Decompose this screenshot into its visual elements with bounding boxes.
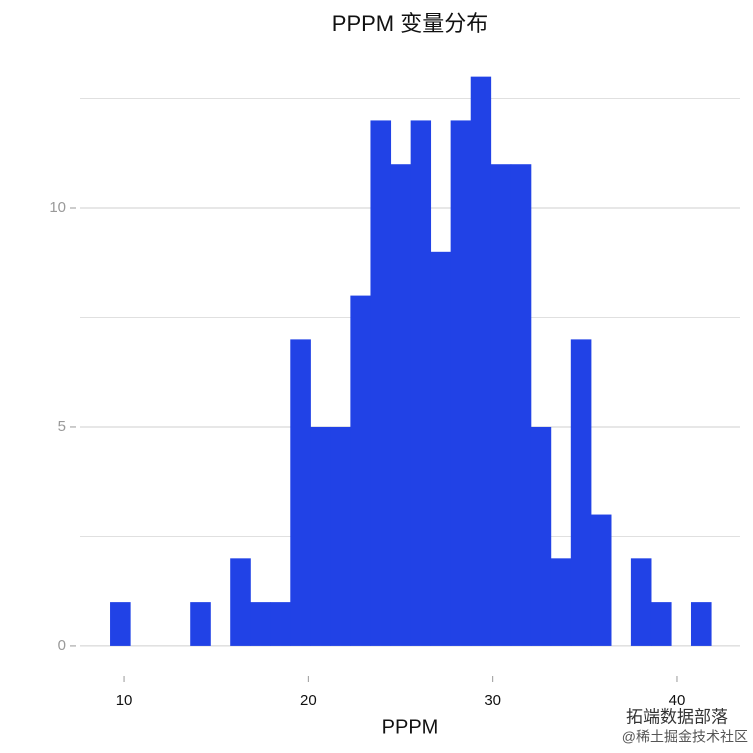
bar bbox=[650, 602, 672, 646]
watermark: 拓端数据部落 bbox=[626, 707, 728, 726]
bar bbox=[490, 164, 512, 646]
bar bbox=[690, 602, 712, 646]
x-axis-title: PPPM bbox=[382, 716, 439, 738]
watermark: @稀土掘金技术社区 bbox=[622, 729, 748, 745]
y-tick-label: 5 bbox=[58, 418, 66, 435]
y-tick-label: 10 bbox=[49, 199, 66, 216]
bar bbox=[590, 514, 612, 646]
bar bbox=[470, 76, 492, 646]
bar bbox=[230, 558, 251, 646]
bar bbox=[510, 164, 532, 646]
y-tick-label: 0 bbox=[58, 637, 66, 654]
bar bbox=[270, 602, 291, 646]
bar bbox=[550, 558, 572, 646]
bar bbox=[310, 426, 331, 646]
bar bbox=[190, 602, 211, 646]
bar bbox=[330, 426, 351, 646]
bar bbox=[450, 120, 472, 646]
bar bbox=[530, 426, 552, 646]
bar bbox=[370, 120, 392, 646]
chart-title: PPPM 变量分布 bbox=[332, 11, 488, 36]
bar bbox=[410, 120, 432, 646]
x-tick-label: 20 bbox=[300, 692, 317, 709]
bar bbox=[250, 602, 271, 646]
x-tick-label: 10 bbox=[116, 692, 133, 709]
bar bbox=[430, 251, 452, 646]
x-tick-label: 40 bbox=[669, 692, 686, 709]
bar bbox=[290, 339, 311, 646]
bar bbox=[110, 602, 131, 646]
bar bbox=[570, 339, 592, 646]
bar bbox=[350, 295, 371, 646]
bar bbox=[630, 558, 652, 646]
x-tick-label: 30 bbox=[484, 692, 501, 709]
bar bbox=[390, 164, 412, 646]
